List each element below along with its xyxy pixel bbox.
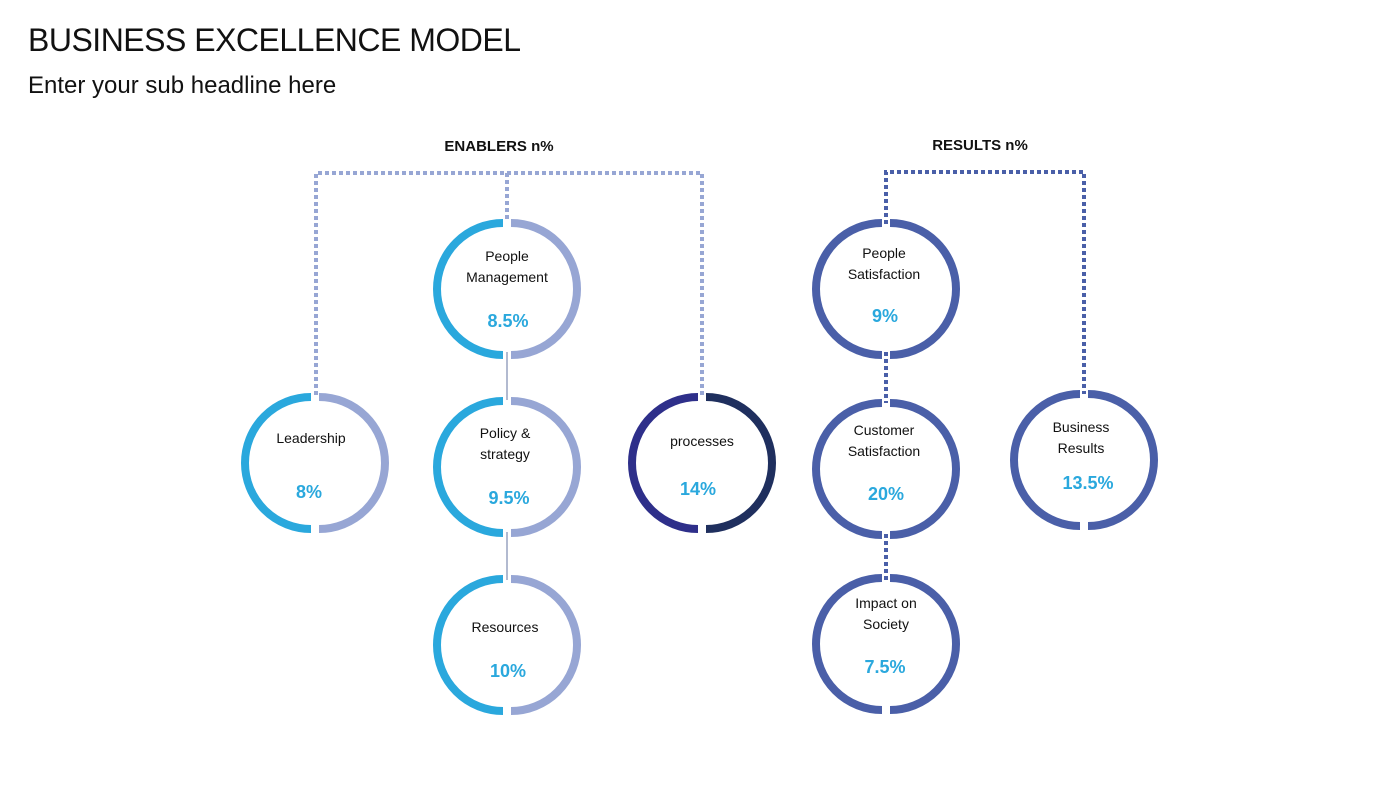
- node-value: 20%: [868, 484, 904, 504]
- node-label: Management: [466, 269, 548, 285]
- node-label: Society: [863, 616, 909, 632]
- node-label: People: [862, 245, 906, 261]
- page-title: BUSINESS EXCELLENCE MODEL: [28, 22, 521, 58]
- node-processes: processes 14%: [628, 393, 776, 533]
- node-people-satisfaction: People Satisfaction 9%: [812, 219, 960, 359]
- page-subtitle: Enter your sub headline here: [28, 72, 337, 99]
- node-label: Impact on: [855, 595, 916, 611]
- node-impact-on-society: Impact on Society 7.5%: [812, 574, 960, 714]
- node-label: Results: [1058, 440, 1105, 456]
- results-heading: RESULTS n%: [932, 137, 1028, 154]
- node-label: Resources: [472, 619, 539, 635]
- node-value: 9%: [872, 306, 898, 326]
- node-value: 9.5%: [488, 488, 529, 508]
- node-label: Satisfaction: [848, 266, 920, 282]
- node-business-results: Business Results 13.5%: [1010, 390, 1158, 530]
- node-label: People: [485, 248, 529, 264]
- node-label: Satisfaction: [848, 443, 920, 459]
- enablers-heading: ENABLERS n%: [444, 138, 553, 155]
- node-label: processes: [670, 433, 734, 449]
- node-customer-satisfaction: Customer Satisfaction 20%: [812, 399, 960, 539]
- node-label: Policy &: [480, 425, 531, 441]
- results-connector: [884, 170, 1086, 580]
- enablers-connector: [314, 171, 704, 580]
- node-value: 14%: [680, 479, 716, 499]
- node-value: 8.5%: [487, 311, 528, 331]
- node-policy-strategy: Policy & strategy 9.5%: [433, 397, 581, 537]
- node-label: Leadership: [276, 430, 345, 446]
- node-label: strategy: [480, 446, 530, 462]
- node-value: 10%: [490, 661, 526, 681]
- node-value: 8%: [296, 482, 322, 502]
- node-label: Business: [1053, 419, 1110, 435]
- node-resources: Resources 10%: [433, 575, 581, 715]
- node-leadership: Leadership 8%: [241, 393, 389, 533]
- node-people-management: People Management 8.5%: [433, 219, 581, 359]
- node-value: 13.5%: [1062, 473, 1113, 493]
- node-label: Customer: [854, 422, 915, 438]
- node-value: 7.5%: [864, 657, 905, 677]
